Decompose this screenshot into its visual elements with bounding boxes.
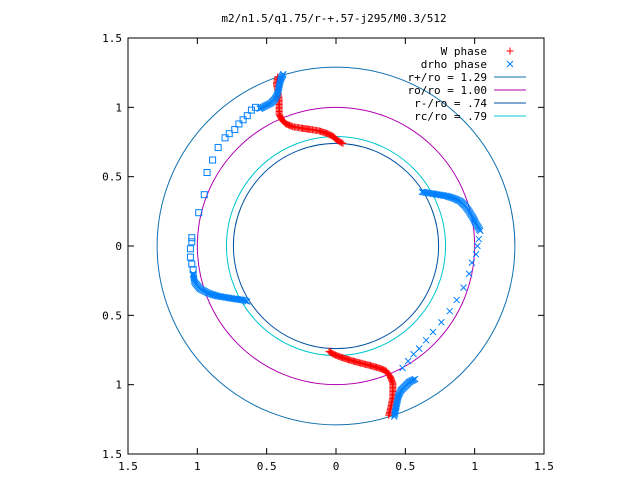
circle-r- [232,142,440,350]
x-tick-label: 1.5 [534,460,554,473]
square-point [235,120,243,128]
x-tick-label: 0.5 [257,460,277,473]
y-tick-label: 1.5 [102,32,122,45]
drho-phase-point [208,290,216,298]
drho-phase-point [404,357,412,365]
drho-phase-point [211,291,218,299]
square-point [221,134,229,142]
drho-phase-point [476,227,484,235]
drho-phase-point [446,307,454,315]
square-point [203,169,211,177]
circle-ro [196,106,476,386]
axis-ticks: 1.5 1 0.5 0 0.5 1 1.51.510.500.511.5 [102,32,554,473]
y-tick-label: 1 [115,379,122,392]
x-tick-label: 0.5 [395,460,415,473]
drho-phase-point [440,192,448,199]
legend-label: rc/ro = .79 [414,110,487,123]
drho-phase-point [438,318,445,326]
data-points [186,70,484,420]
legend-label: ro/ro = 1.00 [408,84,487,97]
square-point [225,130,233,138]
drho-phase-point [465,270,473,278]
drho-phase-point [243,298,251,305]
x-tick-label: 1.5 [118,460,138,473]
square-point [188,238,196,246]
drho-phase-point [429,328,437,336]
square-point [188,234,196,242]
y-tick-label: 0.5 [102,171,122,184]
drho-phase-point [410,350,418,358]
drho-phase-point [399,364,406,372]
square-point [243,112,251,120]
circle-rc [225,135,447,357]
legend-swatch [506,47,514,55]
square-point [247,106,255,114]
drho-phase-point [445,193,453,201]
drho-phase-point [206,290,213,297]
x-tick-label: 0 [333,460,340,473]
drho-phase-point [468,259,476,266]
drho-phase-point [442,192,449,200]
drho-phase-point [474,242,481,250]
square-point [214,144,222,152]
drho-phase-point [453,296,460,304]
x-tick-label: 1 [194,460,201,473]
circle-r+ [156,66,516,426]
square-point [186,253,194,261]
drho-phase-point [444,193,452,200]
square-point [209,156,217,164]
drho-phase-point [448,194,456,202]
drho-phase-point [205,289,212,297]
drho-phase-point [212,292,219,299]
square-point [195,209,203,217]
drho-phase-point [242,297,250,305]
drho-phase-point [411,375,419,383]
w-phase-point [338,139,346,147]
legend-swatch [506,60,514,68]
legend-label: r+/ro = 1.29 [408,71,487,84]
drho-phase-point [415,345,423,352]
legend-label: W phase [441,45,487,58]
drho-phase-point [209,291,217,299]
x-tick-label: 1 [471,460,478,473]
y-tick-label: 1 [115,101,122,114]
drho-phase-point [449,194,457,202]
drho-phase-point [460,284,467,291]
square-point [200,191,208,199]
drho-phase-point [475,235,483,243]
w-phase-point [385,411,393,419]
square-point [231,126,239,134]
drho-phase-point [422,336,430,344]
y-tick-label: 0.5 [102,309,122,322]
square-point [189,266,197,274]
drho-phase-point [207,290,215,298]
legend-label: drho phase [421,58,487,71]
square-point [186,245,194,253]
square-point [239,116,247,124]
y-tick-label: 1.5 [102,448,122,461]
y-tick-label: 0 [115,240,122,253]
legend-label: r-/ro = .74 [414,97,487,110]
drho-phase-point [238,296,246,304]
drho-phase-point [447,193,454,201]
drho-phase-point [472,250,480,258]
w-phase-point [339,139,347,147]
drho-phase-point [190,275,198,283]
drho-phase-point [450,195,458,202]
chart-title: m2/n1.5/q1.75/r-+.57-j295/M0.3/512 [221,12,446,25]
drho-phase-point [443,192,451,200]
